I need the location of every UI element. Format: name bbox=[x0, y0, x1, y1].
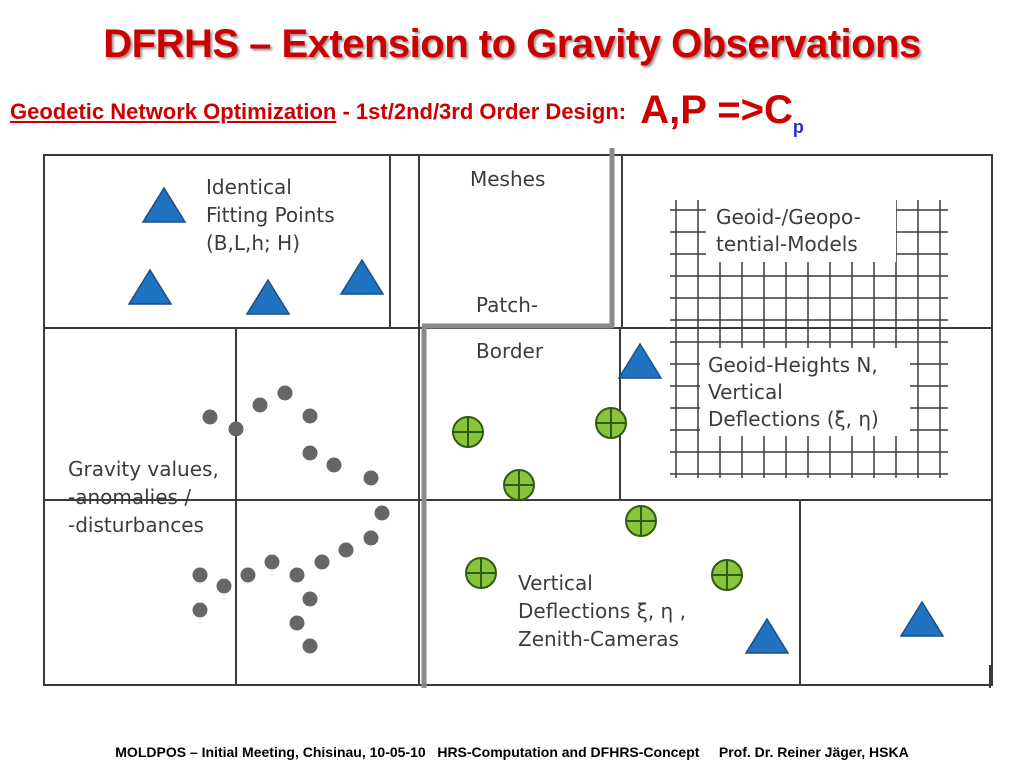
gravity-observation-dot bbox=[302, 638, 318, 654]
gravity-observation-dot bbox=[264, 554, 280, 570]
patch-label: Patch- bbox=[476, 293, 538, 317]
zenith-camera-marker-icon bbox=[465, 557, 497, 589]
geoid-heights-label-line3: Deflections (ξ, η) bbox=[708, 407, 879, 431]
geoid-models-label-line2: tential-Models bbox=[716, 232, 858, 256]
fitting-point-triangle-icon bbox=[339, 258, 385, 295]
fitting-points-label-line1: Identical bbox=[206, 175, 292, 199]
gravity-observation-dot bbox=[289, 615, 305, 631]
subtitle-order-design: - 1st/2nd/3rd Order Design: bbox=[336, 99, 633, 124]
geoid-models-label-line1: Geoid-/Geopo- bbox=[716, 205, 861, 229]
fitting-point-triangle-icon bbox=[899, 600, 945, 637]
gravity-label-line1: Gravity values, bbox=[68, 457, 219, 481]
fitting-points-label-line3: (B,L,h; H) bbox=[206, 231, 300, 255]
border-label: Border bbox=[476, 339, 544, 363]
gravity-observation-dot bbox=[314, 554, 330, 570]
gravity-observation-dot bbox=[252, 397, 268, 413]
gravity-observation-dot bbox=[363, 470, 379, 486]
gravity-observation-dot bbox=[302, 408, 318, 424]
gravity-observation-dot bbox=[289, 567, 305, 583]
gravity-label-line2: -anomalies / bbox=[68, 485, 191, 509]
zenith-camera-marker-icon bbox=[595, 407, 627, 439]
subtitle-network-optimization: Geodetic Network Optimization bbox=[10, 99, 337, 124]
zenith-camera-marker-icon bbox=[625, 505, 657, 537]
fitting-points-label-line2: Fitting Points bbox=[206, 203, 335, 227]
gravity-observation-dot bbox=[216, 578, 232, 594]
vertical-deflections-label-line3: Zenith-Cameras bbox=[518, 627, 679, 651]
gravity-observation-dot bbox=[192, 602, 208, 618]
slide-title: DFRHS – Extension to Gravity Observation… bbox=[103, 22, 921, 66]
vertical-deflections-label-line2: Deflections ξ, η , bbox=[518, 599, 686, 623]
slide-subtitle: Geodetic Network Optimization - 1st/2nd/… bbox=[10, 84, 1020, 137]
fitting-point-triangle-icon bbox=[617, 342, 663, 379]
gravity-observation-dots bbox=[192, 385, 390, 654]
subtitle-formula: A,P =>C bbox=[640, 88, 793, 132]
gravity-observation-dot bbox=[277, 385, 293, 401]
fitting-point-triangles bbox=[127, 186, 945, 654]
gravity-observation-dot bbox=[202, 409, 218, 425]
fitting-point-triangle-icon bbox=[245, 278, 291, 315]
fitting-point-triangle-icon bbox=[141, 186, 187, 223]
gravity-observation-dot bbox=[240, 567, 256, 583]
gravity-observation-dot bbox=[326, 457, 342, 473]
fitting-point-triangle-icon bbox=[744, 617, 790, 654]
gravity-observation-dot bbox=[302, 445, 318, 461]
gravity-label-line3: -disturbances bbox=[68, 513, 204, 537]
subtitle-formula-subscript: p bbox=[792, 117, 804, 137]
zenith-camera-marker-icon bbox=[503, 469, 535, 501]
gravity-observation-dot bbox=[363, 530, 379, 546]
gravity-observation-dot bbox=[338, 542, 354, 558]
gravity-observation-dot bbox=[374, 505, 390, 521]
zenith-camera-marker-icon bbox=[452, 416, 484, 448]
gravity-observation-dot bbox=[228, 421, 244, 437]
gravity-observation-dot bbox=[302, 591, 318, 607]
geoid-heights-label-line1: Geoid-Heights N, bbox=[708, 353, 878, 377]
meshes-label: Meshes bbox=[470, 167, 545, 191]
slide-footer: MOLDPOS – Initial Meeting, Chisinau, 10-… bbox=[115, 744, 909, 760]
zenith-camera-marker-icon bbox=[711, 559, 743, 591]
geoid-heights-label-line2: Vertical bbox=[708, 380, 783, 404]
fitting-point-triangle-icon bbox=[127, 268, 173, 305]
vertical-deflections-label-line1: Vertical bbox=[518, 571, 593, 595]
vertical-deflection-markers bbox=[452, 407, 743, 591]
patch-border bbox=[421, 148, 615, 688]
gravity-observation-dot bbox=[192, 567, 208, 583]
